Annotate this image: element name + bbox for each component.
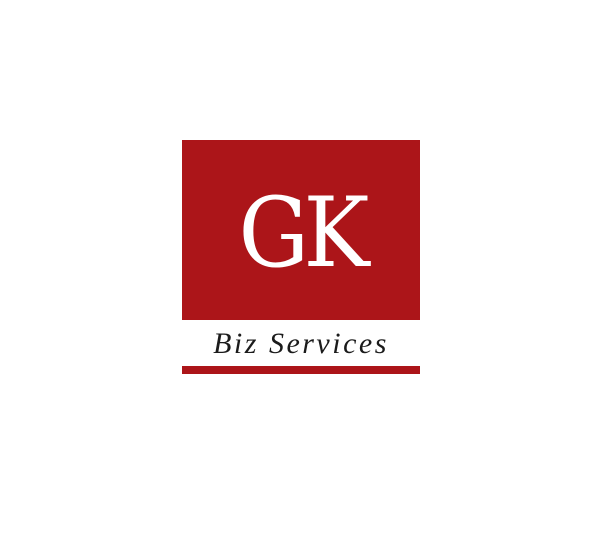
logo: GK Biz Services: [182, 140, 420, 376]
logo-underline: [182, 366, 420, 374]
logo-monogram: GK: [238, 177, 369, 289]
logo-red-box: GK: [182, 140, 420, 320]
logo-tagline: Biz Services: [213, 327, 389, 360]
